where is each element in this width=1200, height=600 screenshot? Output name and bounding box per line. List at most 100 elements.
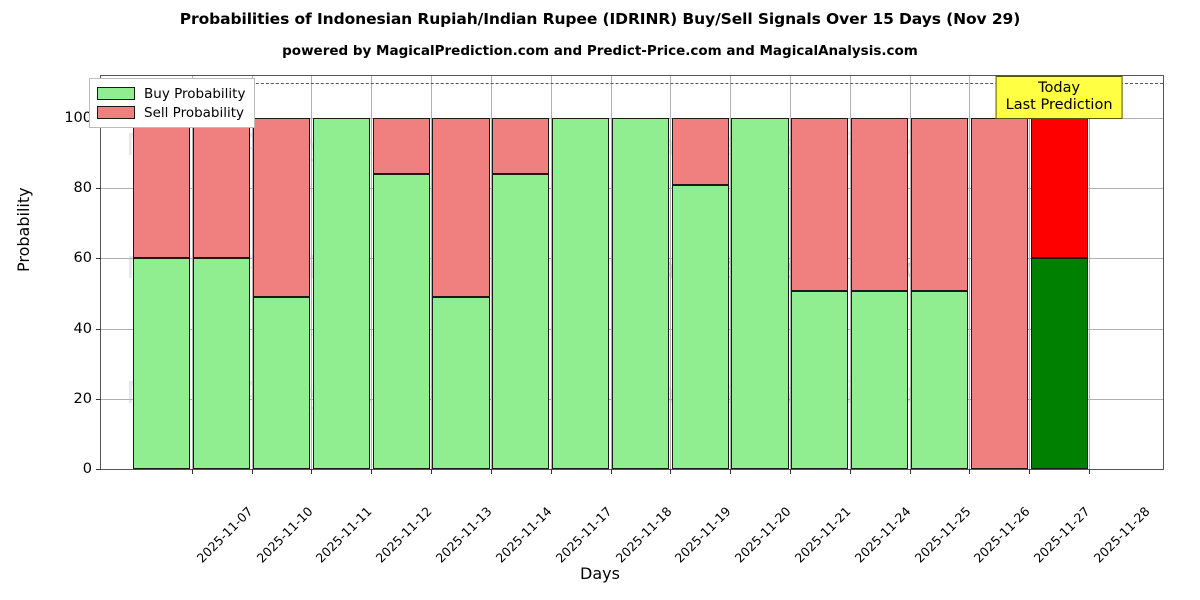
bar-group[interactable] bbox=[372, 76, 430, 469]
x-axis-tick-label: 2025-11-12 bbox=[372, 503, 435, 566]
y-axis-tick bbox=[96, 398, 101, 400]
x-axis-tick bbox=[789, 469, 791, 474]
today-annotation: Today Last Prediction bbox=[995, 76, 1123, 119]
bar-segment-sell[interactable] bbox=[372, 118, 430, 175]
gridline-vertical bbox=[730, 76, 732, 469]
bar-segment-sell[interactable] bbox=[133, 118, 191, 259]
bar-segment-sell[interactable] bbox=[193, 118, 251, 259]
x-axis-tick-label: 2025-11-17 bbox=[552, 503, 615, 566]
y-axis-tick bbox=[96, 469, 101, 470]
x-axis-tick bbox=[610, 469, 612, 474]
bar-group[interactable] bbox=[252, 76, 311, 469]
y-axis-tick-label: 100 bbox=[64, 110, 92, 127]
plot-inner: MagicalAnalysis.comMagicalAnalysis.comMa… bbox=[101, 76, 1163, 469]
gridline-vertical bbox=[191, 76, 193, 469]
gridline-vertical bbox=[610, 76, 612, 469]
plot-area: MagicalAnalysis.comMagicalAnalysis.comMa… bbox=[64, 75, 1164, 566]
x-axis-tick-label: 2025-11-25 bbox=[911, 503, 974, 566]
x-axis-tick bbox=[251, 469, 253, 474]
bar-segment-buy[interactable] bbox=[193, 258, 251, 469]
bar-segment-buy[interactable] bbox=[731, 118, 789, 469]
chart-subtitle: powered by MagicalPrediction.com and Pre… bbox=[282, 43, 918, 59]
bar-group[interactable] bbox=[312, 76, 370, 469]
bar-segment-buy[interactable] bbox=[312, 118, 370, 469]
y-axis-tick-label: 60 bbox=[73, 250, 92, 267]
bar-segment-sell[interactable] bbox=[791, 118, 849, 292]
x-axis-tick bbox=[969, 469, 971, 474]
bar-group[interactable] bbox=[492, 76, 550, 469]
x-axis-tick-label: 2025-11-18 bbox=[612, 503, 675, 566]
bar-group[interactable] bbox=[731, 76, 789, 469]
bar-group[interactable] bbox=[910, 76, 969, 469]
legend-swatch-buy bbox=[97, 87, 135, 100]
bar-segment-buy[interactable] bbox=[1030, 258, 1088, 469]
bar-segment-buy[interactable] bbox=[133, 258, 191, 469]
x-axis-tick-label: 2025-11-28 bbox=[1090, 503, 1153, 566]
bar-segment-sell[interactable] bbox=[671, 118, 729, 185]
bar-segment-buy[interactable] bbox=[432, 297, 490, 469]
x-axis-tick bbox=[670, 469, 672, 474]
bar-group[interactable] bbox=[432, 76, 490, 469]
threshold-line bbox=[101, 83, 1163, 85]
x-axis-title: Days bbox=[580, 564, 620, 583]
x-axis-tick-label: 2025-11-11 bbox=[313, 503, 376, 566]
x-axis-tick bbox=[431, 469, 433, 474]
bar-segment-sell[interactable] bbox=[1030, 118, 1088, 259]
y-axis-tick bbox=[96, 188, 101, 190]
x-axis-tick bbox=[550, 469, 552, 474]
bar-segment-buy[interactable] bbox=[671, 184, 729, 469]
y-axis-tick-label: 40 bbox=[73, 320, 92, 337]
bar-segment-sell[interactable] bbox=[492, 118, 550, 175]
bar-segment-buy[interactable] bbox=[791, 291, 849, 469]
x-axis-tick-label: 2025-11-27 bbox=[1030, 503, 1093, 566]
x-axis-tick-label: 2025-11-20 bbox=[731, 503, 794, 566]
gridline-vertical bbox=[849, 76, 851, 469]
gridline-vertical bbox=[1089, 76, 1090, 469]
bar-group[interactable] bbox=[193, 76, 251, 469]
bar-segment-sell[interactable] bbox=[970, 118, 1028, 469]
bar-group[interactable] bbox=[851, 76, 909, 469]
x-axis-tick-label: 2025-11-13 bbox=[432, 503, 495, 566]
x-axis-tick bbox=[311, 469, 313, 474]
legend-item-buy: Buy Probability bbox=[97, 84, 245, 103]
y-axis-tick-label: 20 bbox=[73, 390, 92, 407]
bar-segment-buy[interactable] bbox=[851, 291, 909, 469]
chart-title: Probabilities of Indonesian Rupiah/India… bbox=[179, 10, 1021, 28]
x-axis-tick bbox=[1089, 469, 1090, 474]
bar-segment-buy[interactable] bbox=[910, 291, 969, 469]
bar-group[interactable] bbox=[970, 76, 1028, 469]
bar-segment-sell[interactable] bbox=[910, 118, 969, 292]
x-axis-tick-label: 2025-11-24 bbox=[851, 503, 914, 566]
bar-segment-buy[interactable] bbox=[252, 297, 311, 469]
bar-group[interactable] bbox=[791, 76, 849, 469]
x-axis-tick-label: 2025-11-21 bbox=[791, 503, 854, 566]
bar-segment-sell[interactable] bbox=[851, 118, 909, 292]
bar-segment-sell[interactable] bbox=[432, 118, 490, 298]
x-axis-tick bbox=[371, 469, 373, 474]
gridline-vertical bbox=[550, 76, 552, 469]
gridline-vertical bbox=[670, 76, 672, 469]
bar-segment-sell[interactable] bbox=[252, 118, 311, 298]
bar-segment-buy[interactable] bbox=[372, 174, 430, 469]
x-axis-tick-label: 2025-11-10 bbox=[253, 503, 316, 566]
bar-group[interactable] bbox=[552, 76, 610, 469]
y-axis-tick bbox=[96, 328, 101, 330]
bar-group[interactable] bbox=[671, 76, 729, 469]
bar-segment-buy[interactable] bbox=[552, 118, 610, 469]
y-axis-tick-label: 0 bbox=[82, 461, 92, 477]
bar-segment-buy[interactable] bbox=[611, 118, 669, 469]
y-axis-tick bbox=[96, 258, 101, 260]
gridline-vertical bbox=[1029, 76, 1031, 469]
bar-group[interactable] bbox=[1030, 76, 1088, 469]
gridline-vertical bbox=[251, 76, 253, 469]
x-axis-tick-label: 2025-11-14 bbox=[492, 503, 555, 566]
bar-group[interactable] bbox=[133, 76, 191, 469]
legend-item-sell: Sell Probability bbox=[97, 103, 245, 122]
x-axis-tick bbox=[191, 469, 193, 474]
bar-segment-buy[interactable] bbox=[492, 174, 550, 469]
x-axis-tick-label: 2025-11-26 bbox=[970, 503, 1033, 566]
bar-group[interactable] bbox=[611, 76, 669, 469]
gridline-vertical bbox=[431, 76, 433, 469]
legend-label-sell: Sell Probability bbox=[144, 104, 245, 121]
